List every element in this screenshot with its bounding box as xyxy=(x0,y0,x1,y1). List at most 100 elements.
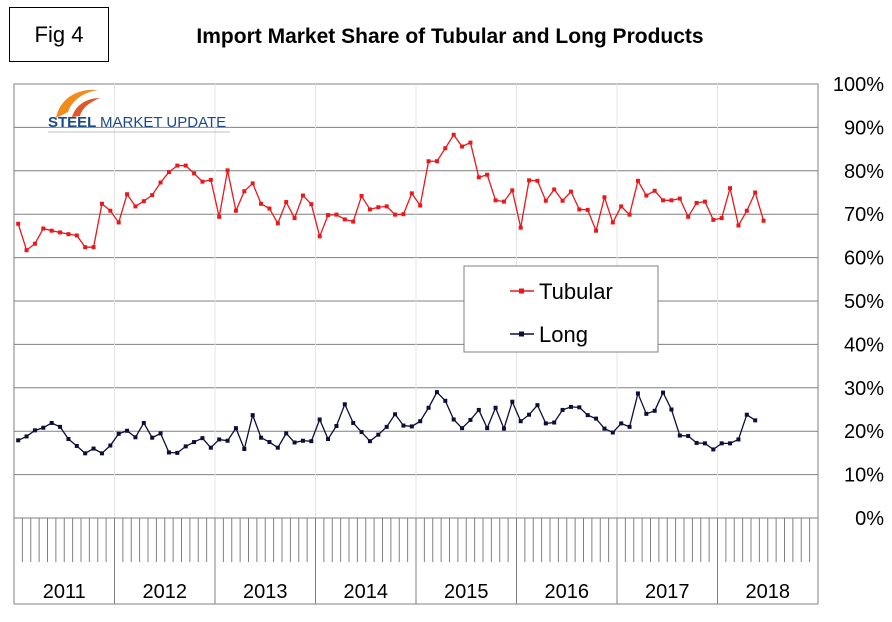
y-tick-label: 60% xyxy=(844,248,884,270)
data-point-long xyxy=(83,451,88,456)
data-point-long xyxy=(719,441,724,446)
data-point-long xyxy=(661,390,666,395)
data-point-tubular xyxy=(543,198,548,203)
legend: Tubular Long xyxy=(463,265,659,353)
data-point-tubular xyxy=(552,187,557,192)
data-point-tubular xyxy=(376,205,381,210)
y-tick-label: 20% xyxy=(844,421,884,443)
data-point-tubular xyxy=(753,190,758,195)
legend-tubular-label: Tubular xyxy=(539,279,613,304)
data-point-tubular xyxy=(300,193,305,198)
data-point-tubular xyxy=(434,159,439,164)
data-point-tubular xyxy=(58,230,63,235)
data-point-long xyxy=(233,426,238,431)
data-point-tubular xyxy=(635,178,640,183)
data-point-long xyxy=(292,440,297,445)
data-point-long xyxy=(166,450,171,455)
data-point-tubular xyxy=(719,216,724,221)
data-point-long xyxy=(108,443,113,448)
data-point-tubular xyxy=(669,198,674,203)
data-point-long xyxy=(711,447,716,452)
data-point-tubular xyxy=(158,180,163,185)
data-point-tubular xyxy=(518,225,523,230)
data-point-tubular xyxy=(476,175,481,180)
data-point-tubular xyxy=(342,217,347,222)
data-point-long xyxy=(359,430,364,435)
legend-long-marker xyxy=(519,331,524,337)
data-point-long xyxy=(300,438,305,443)
logo-part1: STEEL xyxy=(48,114,96,131)
y-tick-label: 70% xyxy=(844,204,884,226)
data-point-tubular xyxy=(468,140,473,145)
data-point-long xyxy=(91,446,96,451)
data-point-tubular xyxy=(83,245,88,250)
data-point-tubular xyxy=(393,212,398,217)
data-point-long xyxy=(409,424,414,429)
y-axis-tick-labels: 0% 10% 20% 30% 40% 50% 60% 70% 80% 90% 100% xyxy=(833,74,884,530)
data-point-long xyxy=(501,426,506,431)
data-point-tubular xyxy=(510,188,515,193)
data-point-long xyxy=(468,417,473,422)
data-point-long xyxy=(594,416,599,421)
data-point-long xyxy=(686,433,691,438)
data-point-tubular xyxy=(91,245,96,250)
data-point-long xyxy=(694,440,699,445)
data-point-long xyxy=(376,432,381,437)
year-label: 2013 xyxy=(243,581,288,603)
data-point-tubular xyxy=(192,171,197,176)
data-point-long xyxy=(326,437,331,442)
year-label: 2015 xyxy=(444,581,489,603)
y-tick-label: 0% xyxy=(855,508,884,530)
data-point-long xyxy=(317,417,322,422)
data-point-long xyxy=(309,439,314,444)
data-point-tubular xyxy=(485,172,490,177)
data-point-tubular xyxy=(594,228,599,233)
data-point-tubular xyxy=(384,204,389,209)
data-point-long xyxy=(418,419,423,424)
data-point-long xyxy=(133,435,138,440)
data-point-tubular xyxy=(711,217,716,222)
data-point-long xyxy=(141,420,146,425)
data-point-tubular xyxy=(460,144,465,149)
y-tick-label: 90% xyxy=(844,117,884,139)
year-label: 2012 xyxy=(143,581,188,603)
data-point-tubular xyxy=(702,199,707,204)
data-point-tubular xyxy=(309,202,314,207)
data-point-tubular xyxy=(728,186,733,191)
logo-part2: MARKET UPDATE xyxy=(100,114,226,131)
data-point-tubular xyxy=(284,200,289,205)
data-point-tubular xyxy=(250,181,255,186)
year-label: 2014 xyxy=(344,581,389,603)
data-point-long xyxy=(493,405,498,410)
data-point-tubular xyxy=(535,178,540,183)
data-point-long xyxy=(99,451,104,456)
data-point-tubular xyxy=(49,228,54,233)
data-point-tubular xyxy=(225,168,230,173)
data-point-long xyxy=(275,445,280,450)
data-point-long xyxy=(58,424,63,429)
data-point-tubular xyxy=(200,179,205,184)
data-point-tubular xyxy=(32,241,37,246)
data-point-long xyxy=(669,407,674,412)
data-point-long xyxy=(443,398,448,403)
data-point-long xyxy=(183,444,188,449)
data-point-long xyxy=(543,421,548,426)
data-point-long xyxy=(200,436,205,441)
chart-title: Import Market Share of Tubular and Long … xyxy=(196,25,704,48)
data-point-tubular xyxy=(652,188,657,193)
legend-box xyxy=(463,265,659,353)
year-label: 2018 xyxy=(746,581,791,603)
data-point-long xyxy=(250,413,255,418)
data-point-long xyxy=(175,450,180,455)
data-point-tubular xyxy=(644,193,649,198)
data-point-long xyxy=(753,418,758,423)
data-point-tubular xyxy=(99,201,104,206)
data-point-long xyxy=(242,446,247,451)
y-tick-label: 100% xyxy=(833,74,884,96)
data-point-tubular xyxy=(24,248,29,253)
data-point-tubular xyxy=(74,233,79,238)
data-point-tubular xyxy=(41,226,46,231)
data-point-long xyxy=(74,443,79,448)
data-point-tubular xyxy=(267,206,272,211)
data-point-tubular xyxy=(133,204,138,209)
